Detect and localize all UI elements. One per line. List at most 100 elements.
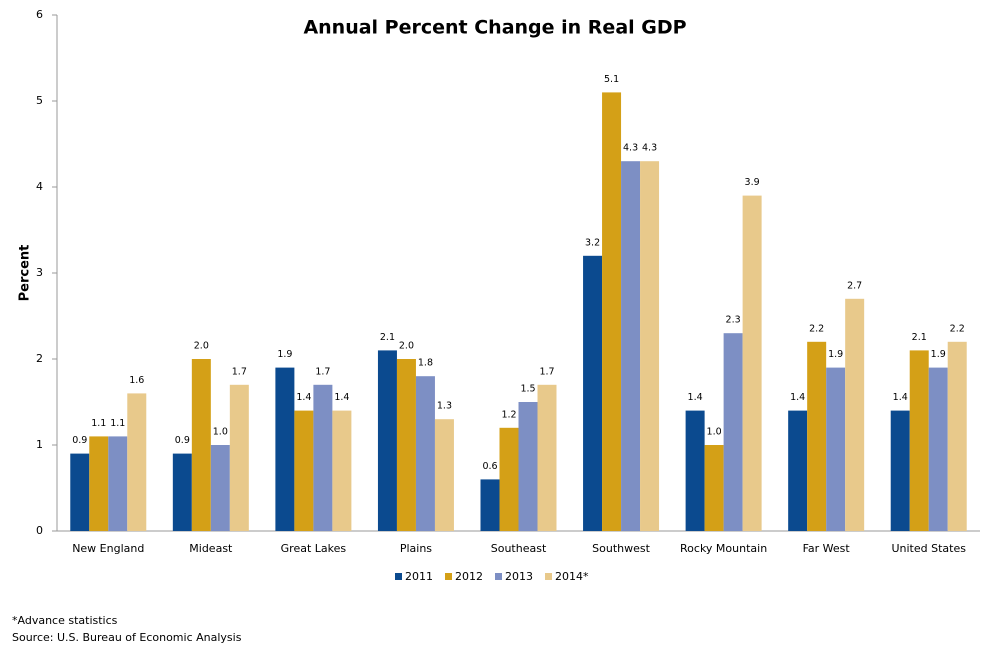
legend-swatch xyxy=(545,573,552,580)
y-tick-label: 2 xyxy=(36,352,43,365)
value-label: 1.4 xyxy=(334,392,349,403)
y-tick-label: 4 xyxy=(36,180,43,193)
legend-swatch xyxy=(495,573,502,580)
bar xyxy=(108,436,128,531)
bar xyxy=(70,453,90,531)
bar xyxy=(294,410,314,531)
bar xyxy=(602,92,622,532)
value-label: 3.9 xyxy=(745,177,760,188)
legend-label: 2011 xyxy=(405,570,433,583)
bar xyxy=(723,333,743,531)
bar xyxy=(947,341,967,531)
value-label: 1.1 xyxy=(91,418,106,429)
value-label: 1.0 xyxy=(213,427,228,438)
bar xyxy=(210,445,230,531)
value-label: 2.0 xyxy=(399,341,414,352)
y-tick-label: 3 xyxy=(36,266,43,279)
y-tick-label: 6 xyxy=(36,8,43,21)
bar xyxy=(807,341,827,531)
x-tick-label: Far West xyxy=(803,542,851,555)
value-label: 1.7 xyxy=(232,366,247,377)
y-tick-label: 5 xyxy=(36,94,43,107)
bar xyxy=(928,367,948,531)
value-label: 1.2 xyxy=(501,409,516,420)
value-label: 1.4 xyxy=(688,392,703,403)
y-tick-label: 1 xyxy=(36,438,43,451)
value-label: 5.1 xyxy=(604,74,619,85)
value-label: 4.3 xyxy=(623,143,638,154)
bar xyxy=(499,427,519,531)
legend-label: 2012 xyxy=(455,570,483,583)
bar xyxy=(275,367,295,531)
value-label: 1.5 xyxy=(520,384,535,395)
bar xyxy=(396,359,416,531)
value-label: 1.4 xyxy=(893,392,908,403)
value-label: 1.9 xyxy=(277,349,292,360)
value-label: 1.6 xyxy=(129,375,144,386)
value-label: 1.3 xyxy=(437,401,452,412)
x-tick-label: Mideast xyxy=(189,542,233,555)
bar xyxy=(415,376,435,531)
y-axis-label: Percent xyxy=(18,245,33,302)
value-label: 2.1 xyxy=(380,332,395,343)
x-tick-label: Southwest xyxy=(592,542,650,555)
legend-label: 2013 xyxy=(505,570,533,583)
bar xyxy=(332,410,352,531)
bar xyxy=(480,479,500,531)
value-label: 1.0 xyxy=(707,427,722,438)
value-label: 3.2 xyxy=(585,237,600,248)
value-label: 4.3 xyxy=(642,143,657,154)
value-label: 0.9 xyxy=(72,435,87,446)
bar xyxy=(621,161,641,531)
value-label: 1.4 xyxy=(296,392,311,403)
chart-title: Annual Percent Change in Real GDP xyxy=(303,17,686,39)
value-label: 2.1 xyxy=(912,332,927,343)
bar xyxy=(890,410,910,531)
bar xyxy=(313,384,333,531)
bar xyxy=(583,255,603,532)
y-tick-label: 0 xyxy=(36,524,43,537)
bar xyxy=(518,402,538,531)
x-tick-label: Southeast xyxy=(491,542,547,555)
value-label: 1.9 xyxy=(828,349,843,360)
value-label: 1.8 xyxy=(418,358,433,369)
source-note: Source: U.S. Bureau of Economic Analysis xyxy=(12,631,242,644)
bar xyxy=(377,350,397,531)
value-label: 2.7 xyxy=(847,280,862,291)
value-label: 2.2 xyxy=(950,323,965,334)
value-label: 0.9 xyxy=(175,435,190,446)
value-label: 1.7 xyxy=(539,366,554,377)
value-label: 1.7 xyxy=(315,366,330,377)
bar xyxy=(742,195,762,531)
bar xyxy=(127,393,147,531)
bar xyxy=(191,359,211,531)
value-label: 0.6 xyxy=(482,461,497,472)
bar xyxy=(537,384,557,531)
bar xyxy=(434,419,454,531)
bar xyxy=(229,384,249,531)
value-label: 1.9 xyxy=(931,349,946,360)
legend-label: 2014* xyxy=(555,570,589,583)
bar xyxy=(909,350,929,531)
x-tick-label: United States xyxy=(891,542,966,555)
bar xyxy=(845,298,865,531)
bar xyxy=(640,161,660,531)
value-label: 2.0 xyxy=(194,341,209,352)
value-label: 1.1 xyxy=(110,418,125,429)
legend-swatch xyxy=(445,573,452,580)
x-tick-label: Plains xyxy=(400,542,432,555)
bar xyxy=(89,436,109,531)
value-label: 2.2 xyxy=(809,323,824,334)
value-label: 2.3 xyxy=(726,315,741,326)
footnote: *Advance statistics xyxy=(12,614,118,627)
bar xyxy=(704,445,724,531)
value-label: 1.4 xyxy=(790,392,805,403)
x-tick-label: New England xyxy=(72,542,144,555)
bar xyxy=(826,367,846,531)
x-tick-label: Great Lakes xyxy=(281,542,347,555)
legend-swatch xyxy=(395,573,402,580)
bar xyxy=(172,453,192,531)
bar xyxy=(788,410,808,531)
